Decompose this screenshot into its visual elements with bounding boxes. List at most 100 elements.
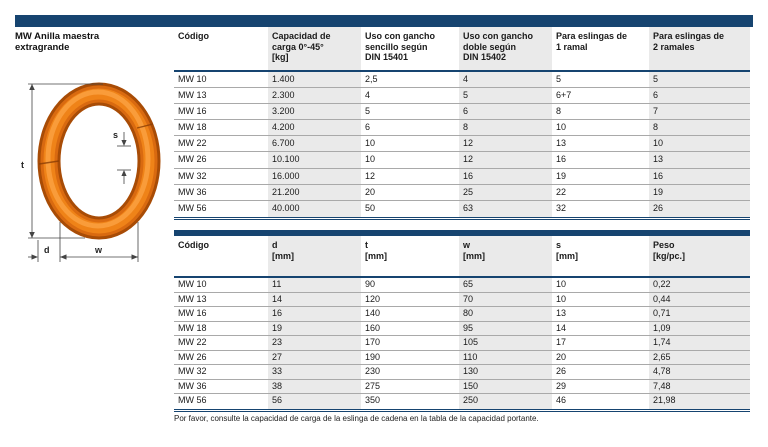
page-title-line1: MW Anilla maestra: [15, 31, 100, 42]
cell-codigo: MW 32: [178, 170, 207, 181]
cell-gancho-sencillo: 10: [365, 138, 376, 149]
cell-d-mm: 38: [268, 379, 361, 393]
cell-t-mm: 140: [365, 308, 381, 318]
cell-codigo: MW 22: [178, 138, 207, 149]
cell-capacidad: 3.200: [268, 104, 361, 120]
cell-codigo: MW 26: [178, 154, 207, 165]
weld-seam-left: [38, 160, 60, 165]
cell-gancho-sencillo: 6: [365, 122, 371, 133]
master-link-ring: [37, 82, 161, 240]
dimension-label-w: w: [94, 245, 103, 255]
header-cell: w [mm]: [459, 236, 552, 276]
table-row: MW 56 56 350 250 46 21,98: [174, 394, 750, 409]
cell-w-mm: 105: [459, 336, 552, 350]
cell-d-mm: 23: [268, 336, 361, 350]
cell-w-mm: 130: [459, 365, 552, 379]
dimension-t: t: [21, 83, 103, 239]
cell-d-mm: 14: [268, 292, 361, 306]
cell-d-mm: 56: [268, 394, 361, 409]
table-row: MW 26 10.100 10 12 16 13: [174, 152, 750, 169]
page-title-line2: extragrande: [15, 42, 70, 53]
table-row: MW 13 2.300 4 5 6+7 6: [174, 88, 750, 105]
cell-eslinga-2-ramales: 6: [649, 88, 750, 104]
cell-eslinga-1-ramal: 5: [556, 74, 562, 84]
cell-codigo: MW 16: [178, 308, 207, 318]
top-accent-bar: [15, 15, 753, 27]
cell-codigo: MW 13: [178, 293, 207, 304]
cell-d-mm: 19: [268, 321, 361, 335]
cell-codigo: MW 22: [178, 337, 207, 347]
cell-s-mm: 46: [556, 395, 567, 405]
table-row: MW 13 14 120 70 10 0,44: [174, 292, 750, 307]
cell-gancho-doble: 8: [459, 120, 552, 136]
cell-eslinga-2-ramales: 8: [649, 120, 750, 136]
cell-w-mm: 250: [459, 394, 552, 409]
cell-s-mm: 29: [556, 380, 567, 391]
cell-gancho-doble: 63: [459, 200, 552, 217]
cell-d-mm: 33: [268, 365, 361, 379]
cell-s-mm: 13: [556, 308, 567, 318]
cell-eslinga-2-ramales: 16: [649, 168, 750, 184]
dimensions-table: Código d [mm] t [mm] w [mm] s [mm] Peso: [174, 230, 750, 412]
cell-codigo: MW 32: [178, 366, 207, 376]
cell-codigo: MW 13: [178, 90, 207, 101]
table-row: MW 16 3.200 5 6 8 7: [174, 104, 750, 121]
table-row: MW 22 6.700 10 12 13 10: [174, 136, 750, 153]
cell-eslinga-1-ramal: 10: [556, 122, 567, 133]
cell-gancho-sencillo: 12: [365, 170, 376, 181]
cell-eslinga-1-ramal: 13: [556, 138, 567, 149]
cell-s-mm: 10: [556, 293, 567, 304]
cell-t-mm: 120: [365, 293, 381, 304]
cell-eslinga-2-ramales: 7: [649, 104, 750, 120]
cell-codigo: MW 18: [178, 122, 207, 133]
header-cell: d [mm]: [268, 236, 361, 276]
dimension-label-d: d: [44, 245, 50, 255]
header-line-2: [mm]: [272, 250, 294, 261]
header-line-1: Peso: [653, 240, 675, 250]
header-cell: Código: [174, 27, 268, 70]
cell-codigo: MW 56: [178, 395, 207, 405]
dimension-s: s: [113, 130, 131, 184]
cell-t-mm: 190: [365, 351, 381, 362]
header-line-2: [mm]: [556, 250, 578, 261]
header-line-1: w: [463, 240, 471, 250]
cell-capacidad: 4.200: [268, 120, 361, 136]
cell-eslinga-1-ramal: 8: [556, 106, 562, 117]
cell-capacidad: 16.000: [268, 168, 361, 184]
cell-eslinga-2-ramales: 19: [649, 184, 750, 200]
header-cell: s [mm]: [552, 236, 649, 276]
cell-codigo: MW 56: [178, 202, 207, 213]
cell-d-mm: 27: [268, 350, 361, 364]
header-line-1: Para eslingas de: [653, 31, 725, 41]
cell-peso: 0,44: [649, 292, 750, 306]
table-row: MW 18 19 160 95 14 1,09: [174, 321, 750, 336]
cell-eslinga-2-ramales: 10: [649, 136, 750, 152]
header-cell: Uso con gancho sencillo según DIN 15401: [361, 27, 459, 70]
header-line-1: Uso con gancho: [463, 31, 534, 41]
dimension-d: d: [28, 222, 61, 262]
dimension-label-t: t: [21, 160, 24, 170]
cell-gancho-doble: 5: [459, 88, 552, 104]
cell-eslinga-1-ramal: 19: [556, 170, 567, 181]
cell-gancho-sencillo: 2,5: [365, 74, 378, 84]
header-line-2: doble según: [463, 41, 517, 52]
table2-header-row: Código d [mm] t [mm] w [mm] s [mm] Peso: [174, 236, 750, 276]
dimension-w: w: [60, 222, 139, 262]
master-link-diagram: t s d w: [21, 82, 161, 262]
cell-t-mm: 230: [365, 366, 381, 376]
cell-gancho-sencillo: 50: [365, 202, 376, 213]
header-line-2: 2 ramales: [653, 41, 695, 52]
dimension-label-s: s: [113, 130, 118, 140]
cell-codigo: MW 26: [178, 351, 207, 362]
header-cell: Para eslingas de 2 ramales: [649, 27, 750, 70]
header-line-3: DIN 15401: [365, 52, 409, 62]
header-line-2: [kg/pc.]: [653, 250, 686, 261]
cell-peso: 1,74: [649, 336, 750, 350]
cell-w-mm: 150: [459, 379, 552, 393]
cell-w-mm: 95: [459, 321, 552, 335]
cell-d-mm: 11: [268, 278, 361, 292]
cell-eslinga-2-ramales: 26: [649, 200, 750, 217]
weld-seam-right: [136, 123, 154, 129]
cell-gancho-doble: 16: [459, 168, 552, 184]
cell-codigo: MW 16: [178, 106, 207, 117]
